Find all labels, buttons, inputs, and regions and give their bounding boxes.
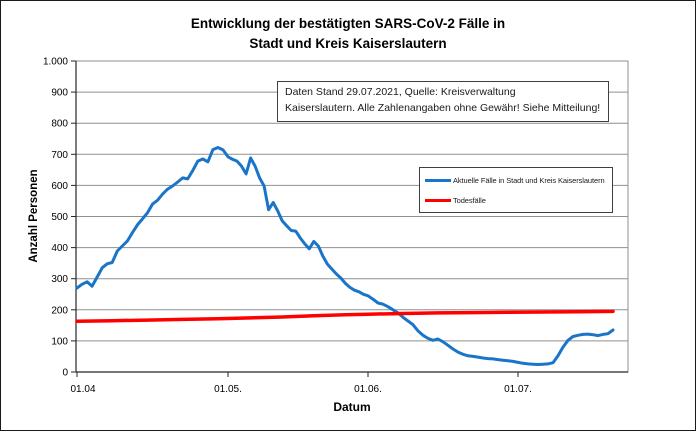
legend: Aktuelle Fälle in Stadt und Kreis Kaiser… (419, 167, 613, 213)
legend-item-deaths: Todesfälle (425, 196, 607, 205)
y-tick-label: 200 (51, 305, 68, 316)
y-tick-label: 800 (51, 119, 68, 130)
legend-label-cases: Aktuelle Fälle in Stadt und Kreis Kaiser… (453, 175, 605, 185)
y-tick-label: 700 (51, 150, 68, 161)
y-tick-label: 1.000 (43, 57, 68, 68)
data-source-note-line2: Kaiserslautern. Alle Zahlenangaben ohne … (285, 101, 601, 114)
series-line-todesfaelle (75, 309, 615, 324)
legend-label-deaths: Todesfälle (453, 195, 486, 205)
x-tick-label: 01.05. (214, 384, 242, 395)
y-tick-label: 300 (51, 274, 68, 285)
y-tick-label: 400 (51, 243, 68, 254)
y-tick-label: 600 (51, 181, 68, 192)
y-tick-label: 500 (51, 212, 68, 223)
x-tick-label: 01.06. (354, 384, 382, 395)
chart-title: Entwicklung der bestätigten SARS-CoV-2 F… (1, 14, 695, 53)
chart-title-line2: Stadt und Kreis Kaiserslautern (249, 35, 447, 51)
x-axis-title: Datum (333, 400, 371, 414)
chart-title-line1: Entwicklung der bestätigten SARS-CoV-2 F… (190, 16, 506, 31)
data-source-note-line1: Daten Stand 29.07.2021, Quelle: Kreisver… (285, 86, 516, 98)
y-tick-label: 0 (62, 368, 68, 379)
cases-line-swatch (425, 178, 451, 182)
x-tick-label: 01.04 (70, 384, 95, 395)
y-tick-label: 100 (51, 336, 68, 347)
legend-item-cases: Aktuelle Fälle in Stadt und Kreis Kaiser… (425, 176, 607, 185)
data-source-note: Daten Stand 29.07.2021, Quelle: Kreisver… (277, 81, 609, 122)
series-line-aktuelle-faelle (75, 146, 615, 366)
x-tick-label: 01.07. (504, 384, 532, 395)
deaths-line-swatch (425, 198, 451, 202)
y-axis-title: Anzahl Personen (28, 169, 40, 263)
y-tick-label: 900 (51, 88, 68, 99)
